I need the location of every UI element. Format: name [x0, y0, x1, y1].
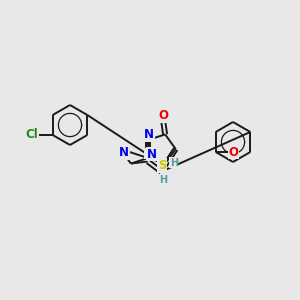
Text: N: N: [147, 148, 157, 160]
Text: H: H: [169, 158, 178, 168]
Text: N: N: [144, 128, 154, 142]
Text: N: N: [119, 146, 129, 160]
Text: Cl: Cl: [25, 128, 38, 142]
Text: H: H: [145, 148, 153, 158]
Text: S: S: [158, 159, 167, 172]
Text: H: H: [159, 175, 167, 185]
Text: O: O: [229, 146, 239, 158]
Text: O: O: [158, 109, 168, 122]
